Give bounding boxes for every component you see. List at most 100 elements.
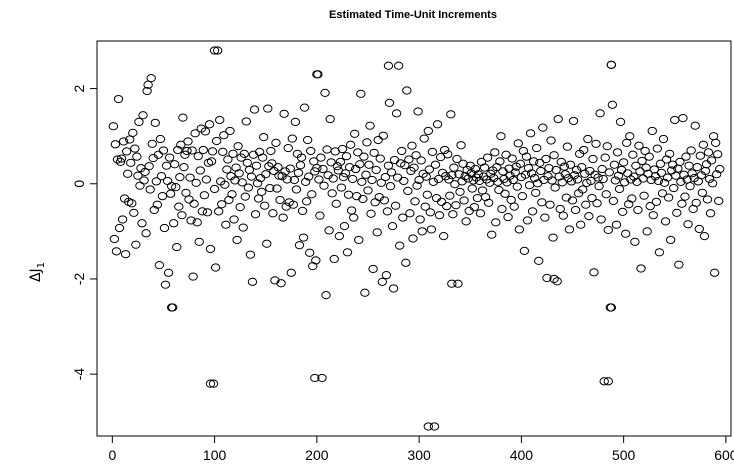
data-point xyxy=(303,172,314,181)
data-point xyxy=(342,248,353,257)
data-point xyxy=(183,137,193,146)
data-point xyxy=(676,177,686,186)
data-point xyxy=(141,229,151,238)
data-point xyxy=(289,175,300,185)
data-point xyxy=(175,173,185,182)
data-point xyxy=(238,223,248,232)
data-point xyxy=(431,193,442,203)
data-point xyxy=(152,200,163,209)
data-point xyxy=(408,234,418,243)
data-point xyxy=(287,134,298,143)
data-point xyxy=(602,142,612,151)
data-point xyxy=(165,189,176,198)
data-point xyxy=(514,225,525,234)
data-point xyxy=(620,229,631,238)
data-point xyxy=(665,235,676,245)
data-point xyxy=(523,163,534,173)
data-point xyxy=(402,86,412,95)
data-point xyxy=(358,194,368,204)
data-point xyxy=(683,220,693,229)
data-point xyxy=(639,191,649,200)
data-point xyxy=(232,235,242,245)
data-point xyxy=(452,154,462,164)
x-tick-label: 0 xyxy=(108,447,116,463)
data-point xyxy=(377,277,387,286)
data-point xyxy=(446,110,456,119)
data-point xyxy=(177,211,187,220)
y-tick-label: 0 xyxy=(71,180,87,188)
data-point xyxy=(376,178,386,187)
data-point xyxy=(209,184,220,194)
data-point xyxy=(206,157,217,166)
data-point xyxy=(347,174,358,184)
data-point xyxy=(424,165,435,174)
data-point xyxy=(218,147,228,156)
data-point xyxy=(344,163,355,172)
data-point xyxy=(210,263,221,272)
data-point xyxy=(616,165,627,175)
data-point xyxy=(154,261,165,270)
data-point xyxy=(614,184,625,194)
data-point xyxy=(691,198,701,207)
data-point xyxy=(601,190,611,199)
data-point xyxy=(134,117,144,127)
data-point xyxy=(109,234,120,244)
data-point xyxy=(321,291,331,300)
data-point xyxy=(359,152,369,161)
data-point xyxy=(535,158,545,167)
data-point xyxy=(296,153,307,162)
data-point xyxy=(215,115,225,125)
data-point xyxy=(311,256,321,265)
data-point xyxy=(356,89,366,98)
data-point xyxy=(598,174,608,184)
data-point xyxy=(276,279,286,288)
data-point xyxy=(559,162,570,171)
data-point xyxy=(704,174,715,184)
data-point xyxy=(366,209,376,218)
data-point xyxy=(394,241,405,250)
x-tick-label: 100 xyxy=(203,447,227,463)
data-point xyxy=(575,220,586,229)
data-point xyxy=(155,134,166,144)
data-point xyxy=(328,174,338,183)
data-point xyxy=(508,175,518,185)
data-point xyxy=(436,197,447,206)
data-point xyxy=(631,161,641,170)
data-point xyxy=(336,183,347,192)
data-point xyxy=(274,171,284,180)
data-point xyxy=(243,183,254,192)
data-point xyxy=(160,280,171,289)
data-point xyxy=(121,147,132,156)
data-point xyxy=(116,154,127,163)
data-point xyxy=(658,134,669,144)
data-point xyxy=(228,149,238,158)
data-point xyxy=(442,202,452,211)
data-point xyxy=(565,160,576,169)
data-point xyxy=(245,250,256,259)
data-point xyxy=(156,172,167,181)
data-point xyxy=(320,88,330,97)
data-point xyxy=(549,151,559,160)
data-point xyxy=(113,94,124,104)
data-point xyxy=(363,186,373,195)
data-point xyxy=(112,155,123,164)
data-point xyxy=(312,163,322,173)
data-point xyxy=(555,204,565,214)
data-point xyxy=(387,222,398,231)
data-point xyxy=(307,190,317,199)
data-point xyxy=(669,183,679,193)
data-point xyxy=(181,188,191,197)
data-point xyxy=(235,202,245,212)
data-point xyxy=(472,193,483,203)
data-point xyxy=(626,175,636,184)
data-point xyxy=(265,183,275,193)
data-point xyxy=(467,184,477,193)
data-point xyxy=(580,169,590,178)
data-point xyxy=(278,213,288,222)
data-point xyxy=(251,161,262,170)
data-point xyxy=(240,192,250,201)
data-point xyxy=(389,155,400,165)
data-point xyxy=(479,163,490,172)
y-tick-label: 2 xyxy=(71,84,87,92)
data-point xyxy=(264,162,274,171)
